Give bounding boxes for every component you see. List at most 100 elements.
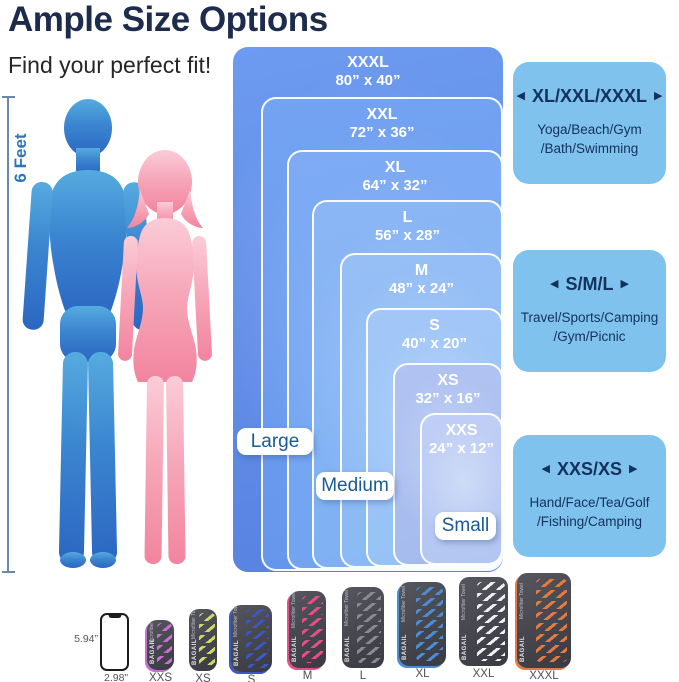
- towel-brand-label: BAGAIL: [520, 636, 526, 662]
- size-name: M: [414, 262, 429, 279]
- towel-stripes: [357, 591, 382, 664]
- male-silhouette: [22, 99, 154, 568]
- size-dims: 24” x 12”: [428, 440, 495, 457]
- category-heading-row: ◀ XL/XXL/XXXL ▶: [517, 86, 663, 107]
- category-heading-row: ◀ XXS/XS ▶: [542, 459, 638, 480]
- category-uses-line2: /Gym/Picnic: [553, 329, 626, 345]
- height-comparison-figures: 6 Feet: [2, 96, 212, 573]
- towel-size-label: L: [359, 670, 367, 682]
- towel-sub-label: Microfiber Towel: [233, 605, 239, 638]
- towel-pouch: Microfiber Towel BAGAIL: [189, 609, 217, 671]
- category-box-small-sizes: ◀ XXS/XS ▶ Hand/Face/Tea/Golf /Fishing/C…: [513, 435, 666, 557]
- towel-l: Microfiber Towel BAGAIL L: [342, 587, 384, 682]
- towel-brand-label: BAGAIL: [402, 634, 408, 660]
- towel-size-label: XXS: [148, 672, 172, 682]
- towel-stripes: [536, 578, 568, 663]
- subtitle: Find your perfect fit!: [8, 52, 212, 78]
- towel-stripes: [245, 609, 270, 668]
- ruler-line: [2, 96, 15, 573]
- towel-sub-label: Microfiber Towel: [191, 609, 197, 639]
- towel-brand-label: BAGAIL: [150, 638, 156, 664]
- towel-brand-label: BAGAIL: [192, 639, 198, 665]
- category-uses-line1: Travel/Sports/Camping: [520, 310, 659, 325]
- size-chart: XXXL 80” x 40” XXL 72” x 36” XL 64” x 32…: [233, 47, 503, 572]
- towel-sub-label: Microfiber Towel: [291, 591, 297, 628]
- category-uses-line2: /Fishing/Camping: [536, 514, 643, 530]
- towel-size-label: XL: [415, 668, 430, 680]
- towel-pouch: Microfiber Towel BAGAIL: [231, 605, 272, 672]
- category-uses-line1: Hand/Face/Tea/Golf: [529, 495, 650, 510]
- size-name: XL: [384, 159, 406, 176]
- towel-s: Microfiber Towel BAGAIL S: [231, 605, 272, 682]
- category-heading: XL/XXL/XXXL: [531, 86, 648, 106]
- right-arrow-icon: ▶: [654, 90, 663, 102]
- size-dims: 56” x 28”: [374, 227, 441, 244]
- towel-stripes: [415, 587, 443, 661]
- towel-stripes: [156, 623, 173, 667]
- left-arrow-icon: ◀: [541, 463, 550, 475]
- category-uses-line1: Yoga/Beach/Gym: [537, 122, 642, 137]
- category-uses: Hand/Face/Tea/Golf /Fishing/Camping: [529, 493, 649, 531]
- towel-xxxl: Microfiber Towel BAGAIL XXXL: [517, 573, 571, 682]
- towel-pouch: Microfiber Towel BAGAIL: [289, 591, 326, 668]
- female-silhouette: [118, 150, 212, 565]
- phone-notch: [108, 614, 121, 618]
- size-dims: 40” x 20”: [401, 335, 468, 352]
- towel-m: Microfiber Towel BAGAIL M: [289, 591, 326, 682]
- size-dims: 80” x 40”: [335, 72, 401, 89]
- size-dims: 72” x 36”: [349, 124, 415, 141]
- towel-brand-label: BAGAIL: [345, 636, 351, 662]
- size-dims: 64” x 32”: [362, 177, 428, 194]
- category-heading-row: ◀ S/M/L ▶: [550, 274, 629, 295]
- size-name: XXL: [366, 106, 398, 123]
- size-name: XXXL: [347, 54, 389, 71]
- category-heading: S/M/L: [565, 274, 614, 294]
- phone-width-label: 2.98”: [104, 672, 128, 682]
- towel-sub-label: Microfiber Towel: [344, 589, 350, 626]
- towel-sub-label: Microfiber Towel: [401, 586, 407, 623]
- category-uses-line2: /Bath/Swimming: [540, 141, 639, 157]
- towel-brand-label: BAGAIL: [462, 634, 468, 660]
- towel-size-label: XXL: [472, 668, 495, 680]
- size-name: XS: [437, 372, 459, 389]
- towel-brand-label: BAGAIL: [234, 640, 240, 666]
- towel-xl: Microfiber Towel BAGAIL XL: [399, 582, 446, 680]
- size-rect-xxs: XXS 24” x 12”: [420, 413, 503, 565]
- towel-sub-label: Microfiber Towel: [461, 583, 467, 620]
- towel-pouch: Microfiber Towel BAGAIL: [459, 577, 508, 666]
- size-dims: 48” x 24”: [388, 280, 455, 297]
- phone-illustration: [100, 613, 129, 671]
- towel-size-label: XXXL: [529, 670, 559, 682]
- group-label-small: Small: [435, 512, 496, 540]
- towel-xs: Microfiber Towel BAGAIL XS: [189, 609, 217, 682]
- size-name: L: [402, 209, 413, 226]
- group-label-large: Large: [237, 428, 313, 455]
- phone-height-label: 5.94”: [74, 633, 98, 645]
- size-name: XXS: [445, 422, 478, 439]
- page-title: Ample Size Options: [8, 0, 328, 39]
- towel-size-label: M: [302, 670, 313, 682]
- group-label-medium: Medium: [316, 472, 394, 500]
- towel-size-label: S: [247, 674, 256, 682]
- height-label: 6 Feet: [11, 133, 30, 182]
- right-arrow-icon: ▶: [620, 278, 629, 290]
- towel-xxl: Microfiber Towel BAGAIL XXL: [459, 577, 508, 680]
- category-box-large-sizes: ◀ XL/XXL/XXXL ▶ Yoga/Beach/Gym /Bath/Swi…: [513, 62, 666, 184]
- towel-stripes: [476, 582, 505, 661]
- towel-stripes: [302, 595, 324, 664]
- towel-sub-label: Microfiber Towel: [519, 582, 525, 619]
- size-name: S: [429, 317, 440, 334]
- left-arrow-icon: ◀: [550, 278, 559, 290]
- height-ruler: 6 Feet: [2, 96, 30, 573]
- towel-pouch: Microfiber Towel BAGAIL: [517, 573, 571, 668]
- towel-pouch: Microfiber Towel BAGAIL: [342, 587, 384, 668]
- towel-pouch: Microfiber Towel BAGAIL: [147, 620, 174, 670]
- category-box-medium-sizes: ◀ S/M/L ▶ Travel/Sports/Camping /Gym/Pic…: [513, 250, 666, 372]
- left-arrow-icon: ◀: [516, 90, 525, 102]
- towel-brand-label: BAGAIL: [292, 636, 298, 662]
- towel-xxs: Microfiber Towel BAGAIL XXS: [147, 620, 174, 682]
- towel-size-label: XS: [195, 673, 211, 682]
- category-uses: Yoga/Beach/Gym /Bath/Swimming: [537, 120, 642, 158]
- category-heading: XXS/XS: [556, 459, 623, 479]
